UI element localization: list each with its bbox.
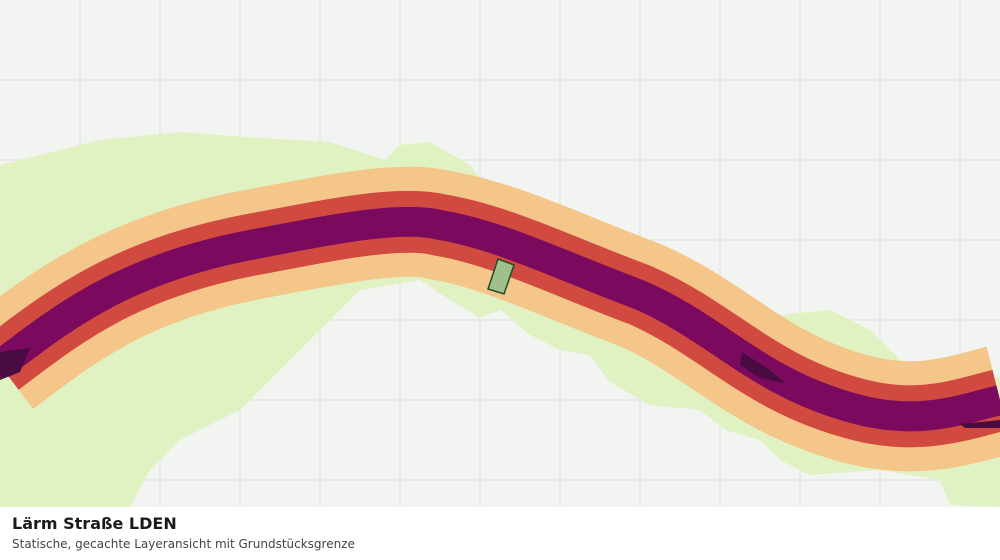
map-title: Lärm Straße LDEN xyxy=(12,514,177,533)
noise-zone-extreme xyxy=(960,420,1000,428)
noise-zone-extreme xyxy=(0,348,30,380)
map-subtitle: Statische, gecachte Layeransicht mit Gru… xyxy=(12,537,355,551)
map-view[interactable] xyxy=(0,0,1000,507)
parcel-boundary[interactable] xyxy=(487,258,515,295)
map-layers xyxy=(0,0,1000,507)
noise-zone-very-high xyxy=(0,206,1000,432)
noise-zone-extreme xyxy=(740,352,785,383)
caption: Lärm Straße LDEN Statische, gecachte Lay… xyxy=(0,507,1000,560)
